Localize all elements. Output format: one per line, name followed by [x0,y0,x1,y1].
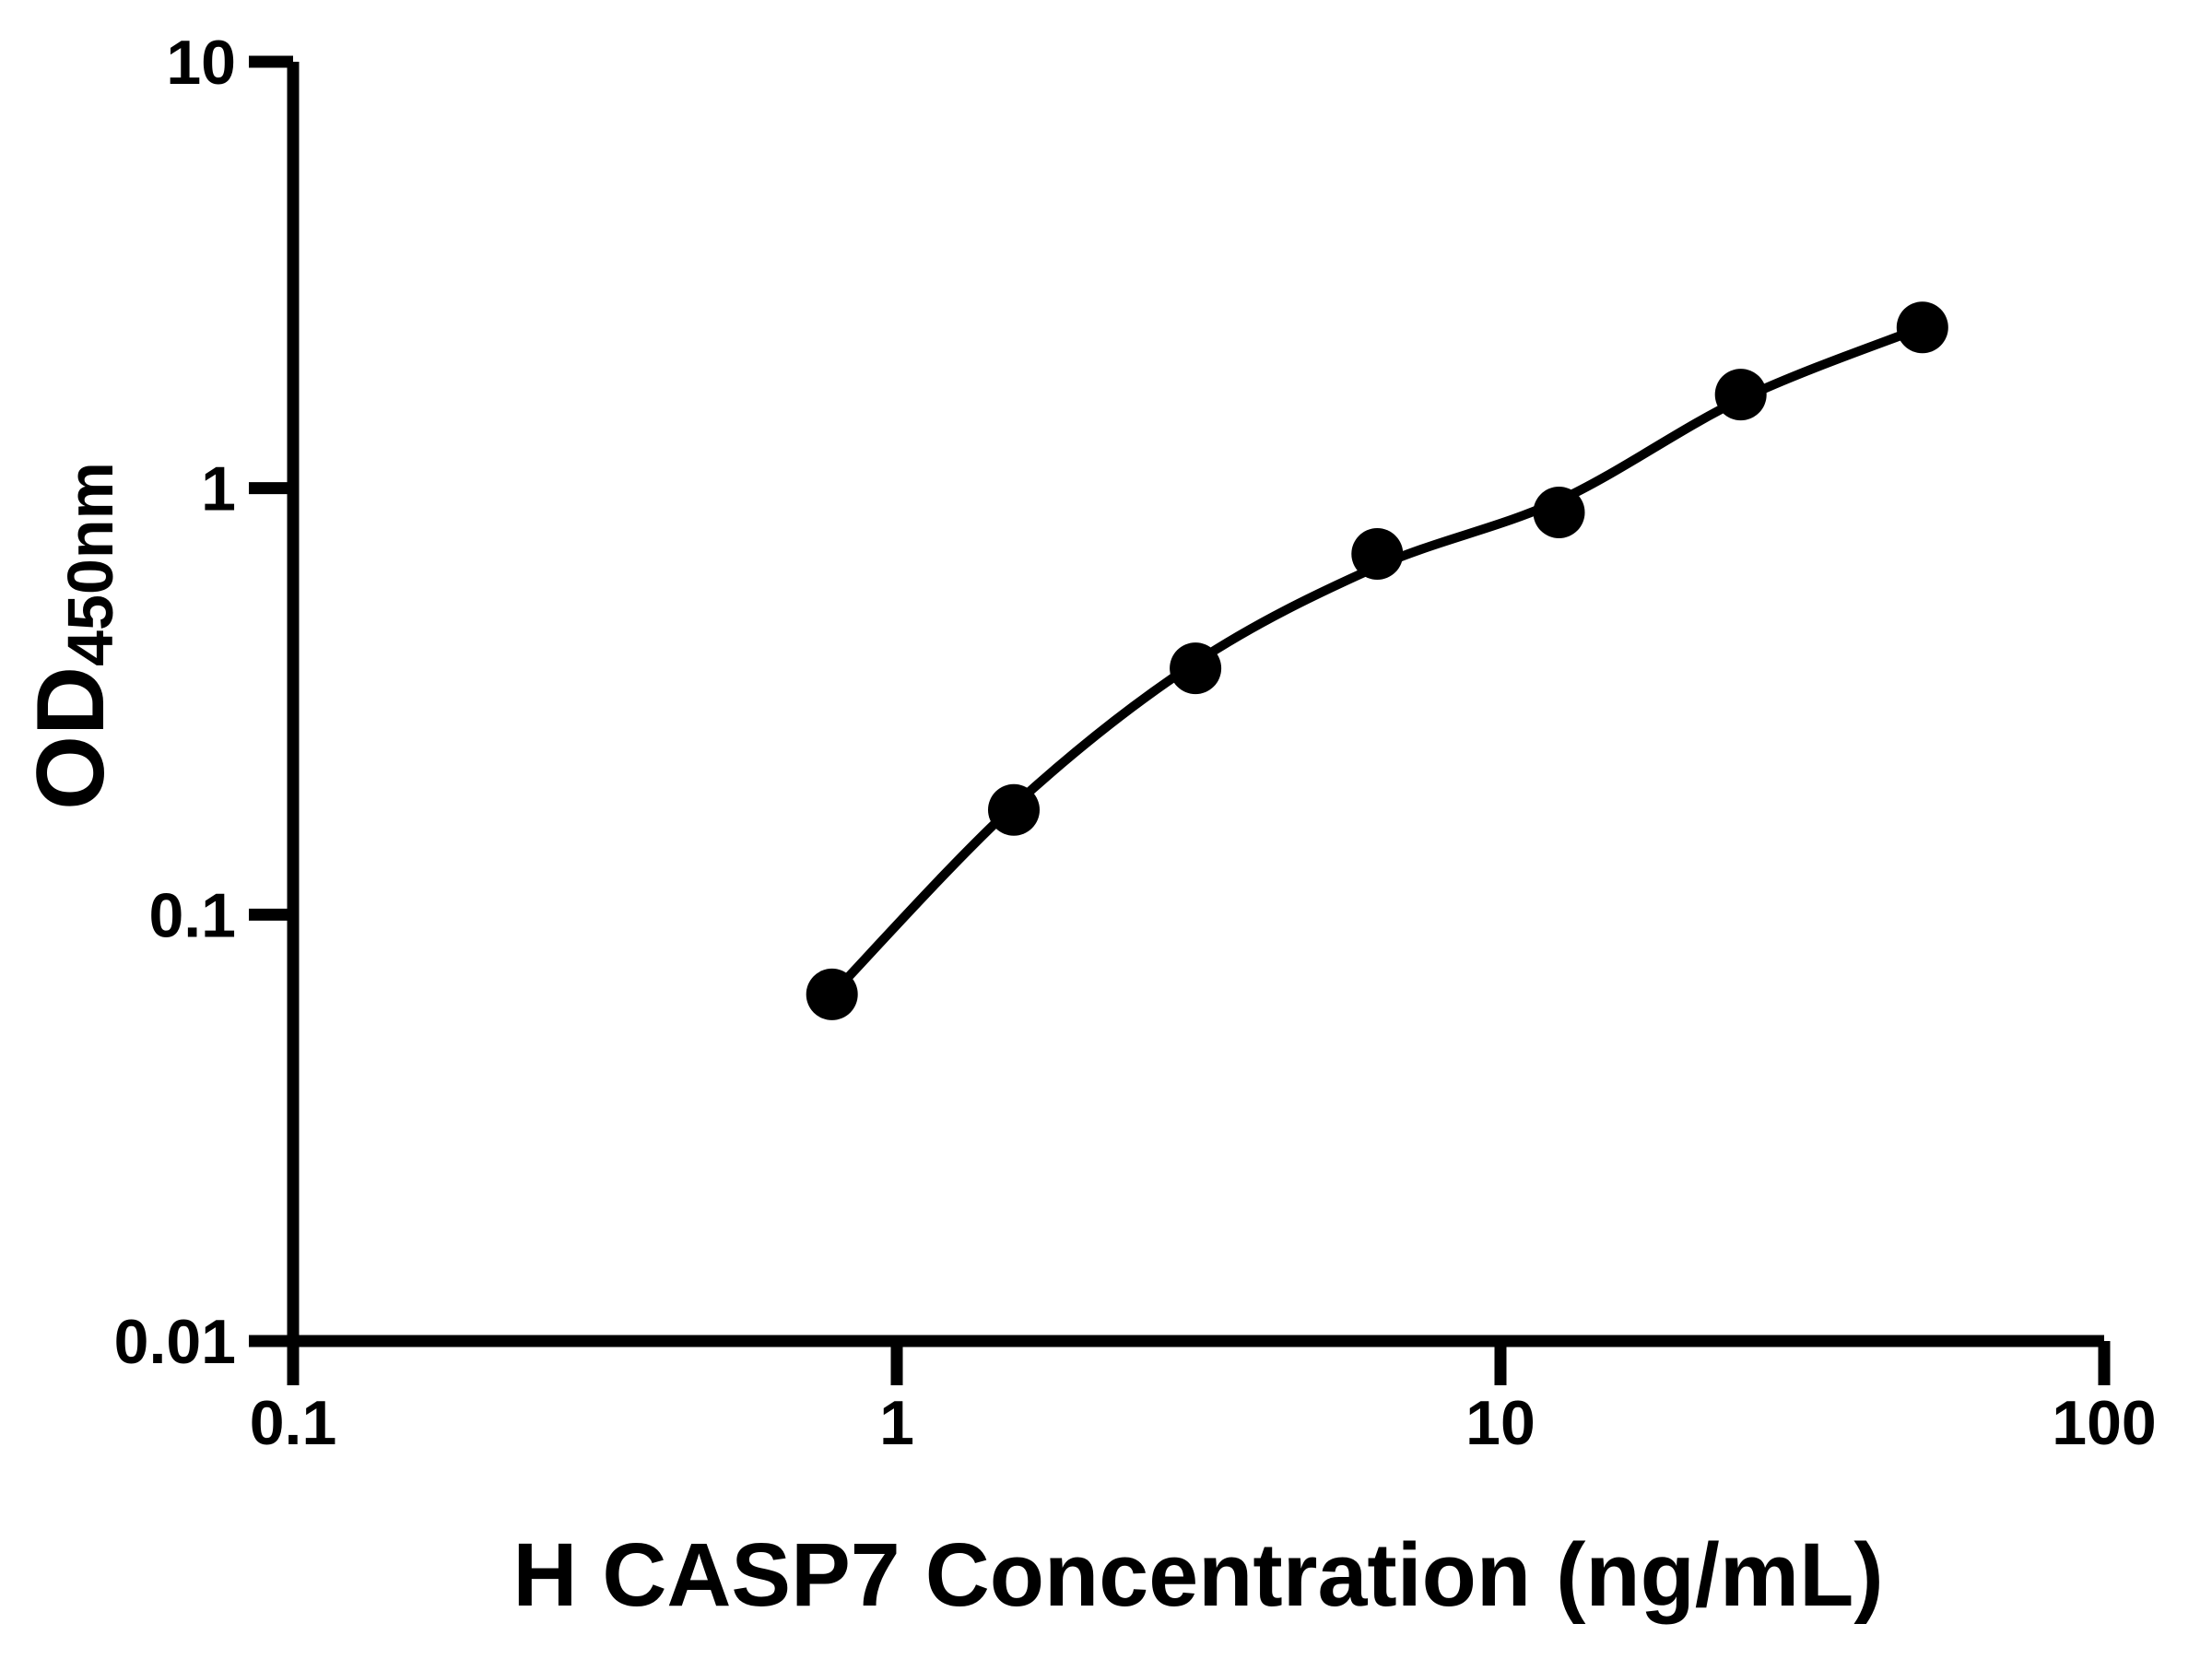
x-tick-label-100: 100 [2052,1388,2156,1458]
data-point [1896,301,1948,354]
fit-curve [827,323,1927,999]
y-axis-title-sub: 450nm [54,462,126,666]
data-point [806,968,858,1020]
x-tick-label-0.1: 0.1 [250,1388,337,1458]
y-tick-label-1: 1 [201,454,236,524]
fit-curve-group [827,323,1927,999]
y-axis-title-main: OD [18,666,124,810]
data-point [988,783,1040,836]
data-point [1351,528,1404,580]
axes [287,62,2104,1347]
x-tick-label-1: 1 [879,1388,914,1458]
x-tick-label-10: 10 [1465,1388,1535,1458]
y-tick-label-0.01: 0.01 [114,1307,236,1377]
data-points-group [806,301,1948,1020]
y-axis-title: OD450nm [18,462,126,810]
y-tick-label-0.1: 0.1 [148,880,236,950]
data-point [1533,487,1585,538]
x-axis-title: H CASP7 Concentration (ng/mL) [512,1524,1883,1625]
data-point [1714,369,1767,421]
axis-ticks [249,55,2111,1385]
data-point [1170,642,1222,695]
y-tick-label-10: 10 [166,28,236,98]
axis-frame [287,62,2104,1347]
